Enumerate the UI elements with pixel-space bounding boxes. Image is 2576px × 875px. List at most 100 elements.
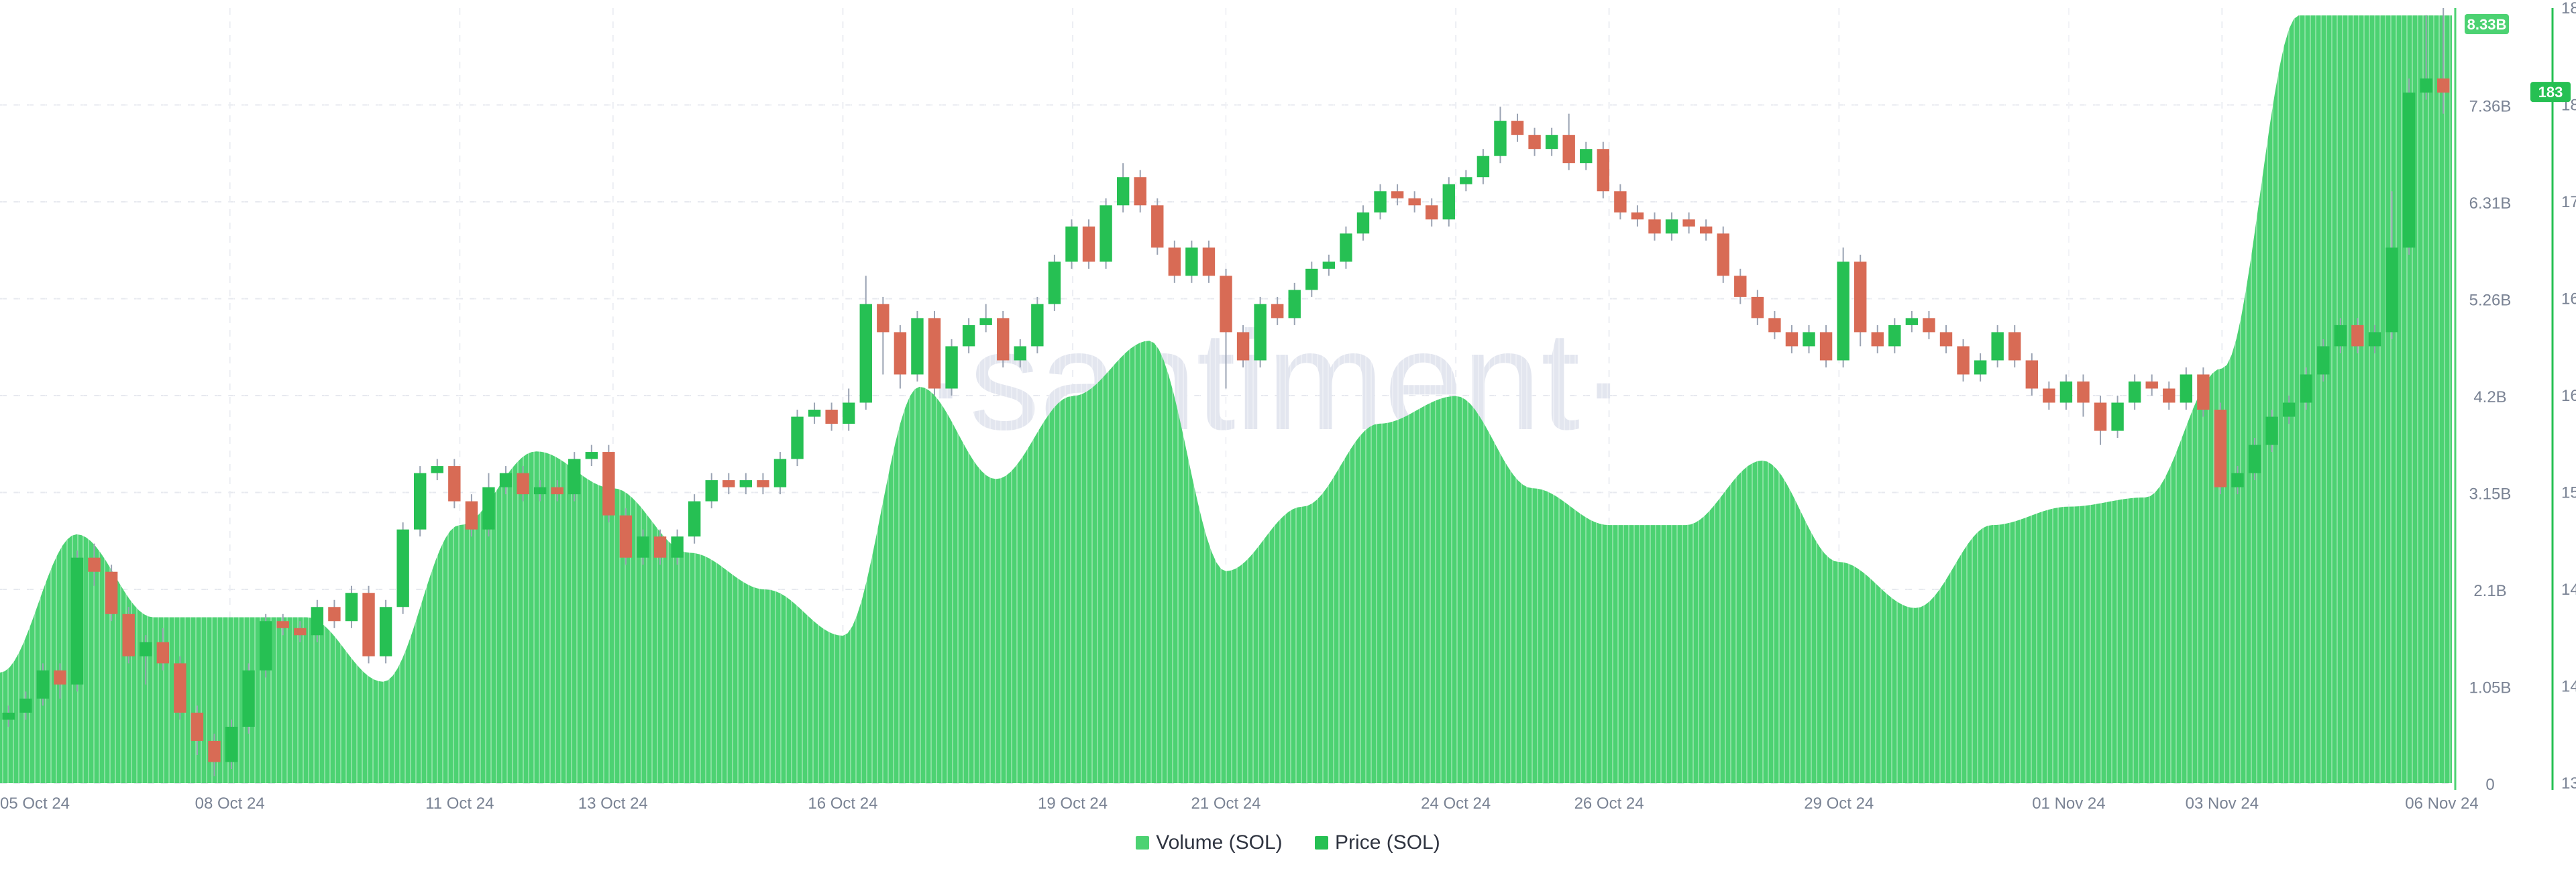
price-candle xyxy=(1939,332,1953,347)
price-candle xyxy=(276,621,289,628)
y-right-tick-label: 168 xyxy=(2561,290,2576,308)
price-candle xyxy=(2145,381,2158,389)
y-right-tick-label: 162 xyxy=(2561,387,2576,405)
price-candle xyxy=(225,726,238,762)
price-candle xyxy=(1665,219,1678,234)
y-right-tick-label: 134 xyxy=(2561,774,2576,793)
price-candle xyxy=(653,536,667,558)
price-candle xyxy=(105,571,118,614)
legend-item-volume[interactable]: Volume (SOL) xyxy=(1136,831,1283,854)
price-candle xyxy=(1356,212,1370,234)
price-candle xyxy=(1082,226,1095,262)
price-candle xyxy=(1202,247,1216,276)
price-candle xyxy=(1014,346,1026,361)
y-right-tick-label: 155 xyxy=(2561,484,2576,502)
price-candle xyxy=(2043,388,2055,403)
price-candle xyxy=(19,698,32,713)
price-candle xyxy=(2163,388,2176,403)
price-candle xyxy=(911,318,924,375)
price-candle xyxy=(88,557,101,572)
price-candle xyxy=(637,536,649,558)
price-candle xyxy=(1819,332,1833,361)
price-candle xyxy=(2300,374,2312,403)
y-left-tick-label: 2.1B xyxy=(2473,582,2506,600)
y-right-tick-label: 141 xyxy=(2561,678,2576,696)
price-candle xyxy=(431,466,443,473)
current-price-badge: 183 xyxy=(2530,82,2571,103)
x-tick-label: 26 Oct 24 xyxy=(1574,795,1644,813)
price-candle xyxy=(1923,318,1935,333)
price-candle xyxy=(705,480,718,502)
price-candle xyxy=(2385,247,2398,333)
price-candle xyxy=(602,452,615,516)
price-candle xyxy=(1974,360,1987,375)
current-volume-value: 8.33B xyxy=(2467,16,2507,33)
price-candle xyxy=(1254,304,1267,361)
price-candle xyxy=(1305,268,1318,290)
price-candle xyxy=(156,642,170,664)
price-candle xyxy=(962,325,975,347)
y-right-tick-label: 175 xyxy=(2561,193,2576,211)
x-tick-label: 24 Oct 24 xyxy=(1421,795,1491,813)
legend-item-price[interactable]: Price (SOL) xyxy=(1315,831,1440,854)
price-candle xyxy=(2282,402,2296,417)
price-candle xyxy=(2077,381,2090,403)
x-tick-label: 16 Oct 24 xyxy=(808,795,877,813)
price-candle xyxy=(979,318,992,325)
price-candle xyxy=(739,480,753,487)
y-right-tick-label: 148 xyxy=(2561,581,2576,599)
price-candle xyxy=(379,607,392,656)
price-candle xyxy=(1460,177,1472,184)
price-candle xyxy=(1442,184,1455,220)
price-candle xyxy=(825,410,838,424)
price-candle xyxy=(1134,177,1146,206)
price-candle xyxy=(688,501,701,537)
y-left-tick-label: 4.2B xyxy=(2473,388,2506,406)
price-candle xyxy=(1151,205,1164,248)
price-candle xyxy=(1957,346,1970,375)
price-candle xyxy=(2111,402,2124,431)
legend-label-price: Price (SOL) xyxy=(1335,831,1440,854)
y-left-tick-label: 3.15B xyxy=(2469,485,2512,504)
price-candle xyxy=(2197,374,2210,410)
price-candle xyxy=(1734,276,1747,297)
legend: Volume (SOL) Price (SOL) xyxy=(0,831,2576,855)
price-candle xyxy=(859,304,872,403)
price-candle xyxy=(482,487,495,530)
price-candle xyxy=(242,670,255,727)
price-candle xyxy=(448,466,461,502)
price-candle xyxy=(2265,416,2278,445)
price-candle xyxy=(2008,332,2021,361)
y-left-tick-label: 7.36B xyxy=(2469,98,2512,116)
x-tick-label: 11 Oct 24 xyxy=(425,795,494,813)
price-candle xyxy=(1288,290,1301,318)
price-candle xyxy=(2,712,15,720)
price-candle xyxy=(1991,332,2004,361)
price-candle xyxy=(2368,332,2381,347)
y-left-tick-label: 5.26B xyxy=(2469,292,2512,310)
price-candle xyxy=(2437,78,2450,93)
price-candle xyxy=(928,318,941,389)
axes: 0 1.05B 2.1B 3.15B 4.2B 5.26B 6.31B 7.36B 05 Oct… xyxy=(0,0,2576,813)
price-candle xyxy=(345,593,358,622)
price-candle xyxy=(311,607,324,636)
price-candle xyxy=(1837,261,1849,361)
price-candle xyxy=(1374,191,1387,213)
price-candle xyxy=(1099,205,1112,262)
price-candle xyxy=(2351,325,2364,347)
price-candle xyxy=(2214,410,2227,487)
x-tick-label: 01 Nov 24 xyxy=(2032,795,2105,813)
price-candle xyxy=(1391,191,1404,198)
price-candle xyxy=(1768,318,1781,333)
price-candle xyxy=(1511,121,1524,135)
price-candle xyxy=(1477,156,1490,178)
price-candle xyxy=(70,557,84,685)
price-candle xyxy=(1545,135,1558,150)
price-candle xyxy=(1236,332,1250,361)
legend-swatch-volume xyxy=(1136,836,1150,850)
price-candle xyxy=(1168,247,1181,276)
y-left-tick-label: 0 xyxy=(2485,776,2494,794)
price-candle xyxy=(551,487,564,495)
